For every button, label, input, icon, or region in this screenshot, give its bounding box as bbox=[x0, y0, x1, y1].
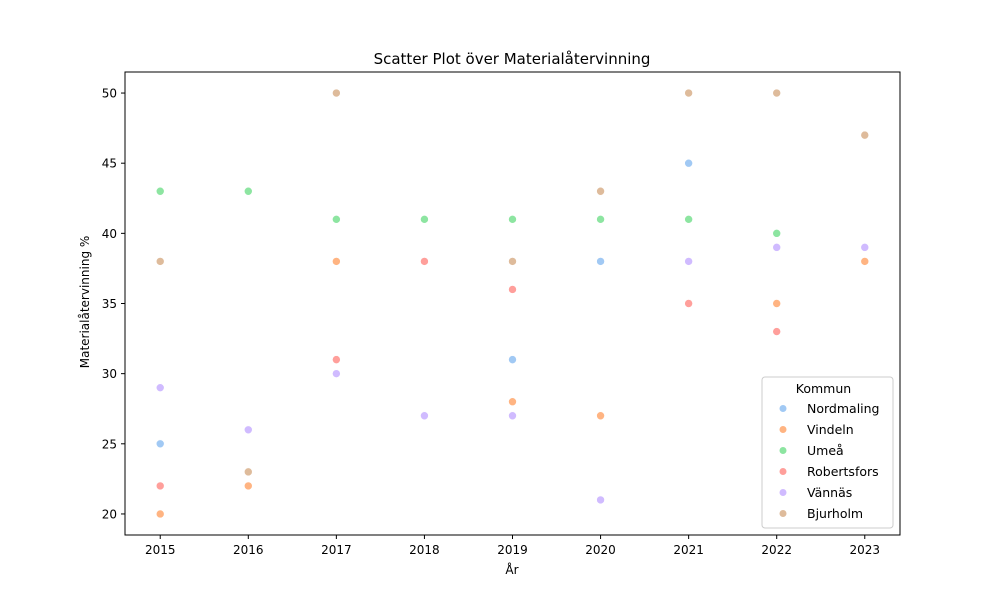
data-point bbox=[508, 411, 517, 421]
series-bjurholm bbox=[155, 88, 870, 477]
data-point bbox=[243, 186, 253, 196]
data-point bbox=[596, 257, 605, 266]
data-point bbox=[684, 88, 693, 98]
data-point bbox=[155, 439, 165, 449]
legend-marker bbox=[779, 510, 787, 517]
data-point bbox=[860, 130, 870, 140]
legend-label: Umeå bbox=[807, 443, 844, 458]
legend-title: Kommun bbox=[796, 381, 851, 396]
series-nordmaling bbox=[155, 158, 693, 449]
data-point bbox=[772, 88, 782, 98]
data-point bbox=[772, 229, 782, 238]
data-point bbox=[684, 158, 693, 168]
legend-label: Bjurholm bbox=[807, 506, 863, 521]
data-point bbox=[155, 186, 165, 196]
x-tick-label: 2022 bbox=[761, 543, 792, 557]
data-point bbox=[508, 215, 517, 224]
legend-label: Vindeln bbox=[807, 422, 854, 437]
y-tick-label: 35 bbox=[102, 297, 117, 311]
y-tick-label: 45 bbox=[102, 157, 117, 171]
data-point bbox=[420, 215, 429, 224]
series-umeå bbox=[155, 186, 782, 238]
legend-marker bbox=[779, 447, 787, 454]
data-point bbox=[684, 299, 693, 308]
data-point bbox=[155, 509, 165, 519]
legend-marker bbox=[779, 468, 787, 475]
legend-box bbox=[761, 376, 894, 529]
y-tick-label: 50 bbox=[102, 87, 117, 101]
data-point bbox=[155, 257, 165, 266]
y-tick-label: 20 bbox=[102, 507, 117, 521]
y-axis-title: Materialåtervinning % bbox=[78, 236, 92, 369]
data-point bbox=[860, 257, 870, 266]
x-axis-title: År bbox=[505, 562, 518, 577]
x-tick-label: 2016 bbox=[233, 543, 264, 557]
x-tick-label: 2018 bbox=[409, 543, 440, 557]
chart-title: Scatter Plot över Materialåtervinning bbox=[374, 50, 651, 68]
data-point bbox=[243, 425, 253, 435]
data-point bbox=[332, 355, 341, 364]
data-point bbox=[243, 481, 253, 491]
x-tick-label: 2019 bbox=[497, 543, 528, 557]
legend-marker bbox=[779, 426, 787, 433]
data-point bbox=[596, 215, 605, 224]
data-point bbox=[243, 467, 253, 477]
data-point bbox=[332, 257, 341, 266]
data-point bbox=[596, 495, 605, 505]
data-point bbox=[772, 243, 782, 252]
data-point bbox=[508, 355, 517, 364]
data-point bbox=[332, 215, 341, 224]
data-point bbox=[155, 383, 165, 392]
x-tick-label: 2020 bbox=[585, 543, 616, 557]
data-point bbox=[332, 369, 341, 378]
data-point bbox=[772, 327, 782, 336]
legend-label: Nordmaling bbox=[807, 401, 880, 416]
plot-area: 2015 2016 2017 2018 2019 2020 2021 2022 2023 20 25… bbox=[102, 71, 901, 557]
series-vindeln bbox=[155, 257, 870, 519]
data-point bbox=[772, 299, 782, 308]
x-tick-label: 2017 bbox=[321, 543, 352, 557]
legend: Kommun Nordmaling Vindeln Umeå Robertsfors Vä… bbox=[761, 376, 894, 529]
data-point bbox=[420, 411, 429, 421]
legend-marker bbox=[779, 405, 787, 412]
series-vännäs bbox=[155, 243, 870, 505]
y-tick-label: 30 bbox=[102, 367, 117, 381]
data-point bbox=[508, 285, 517, 294]
data-point bbox=[596, 411, 605, 421]
y-tick-label: 40 bbox=[102, 227, 117, 241]
data-point bbox=[860, 243, 870, 252]
data-point bbox=[420, 257, 429, 266]
data-point bbox=[596, 186, 605, 196]
x-tick-label: 2015 bbox=[145, 543, 176, 557]
data-point bbox=[155, 481, 165, 491]
data-point bbox=[332, 88, 341, 98]
data-point bbox=[508, 397, 517, 407]
x-tick-label: 2023 bbox=[849, 543, 880, 557]
legend-marker bbox=[779, 489, 787, 496]
x-tick-label: 2021 bbox=[673, 543, 704, 557]
legend-label: Robertsfors bbox=[807, 464, 879, 479]
legend-label: Vännäs bbox=[807, 485, 852, 500]
series-robertsfors bbox=[155, 257, 782, 491]
data-point bbox=[684, 215, 693, 224]
data-point bbox=[508, 257, 517, 266]
y-tick-label: 25 bbox=[102, 437, 117, 451]
data-point bbox=[684, 257, 693, 266]
